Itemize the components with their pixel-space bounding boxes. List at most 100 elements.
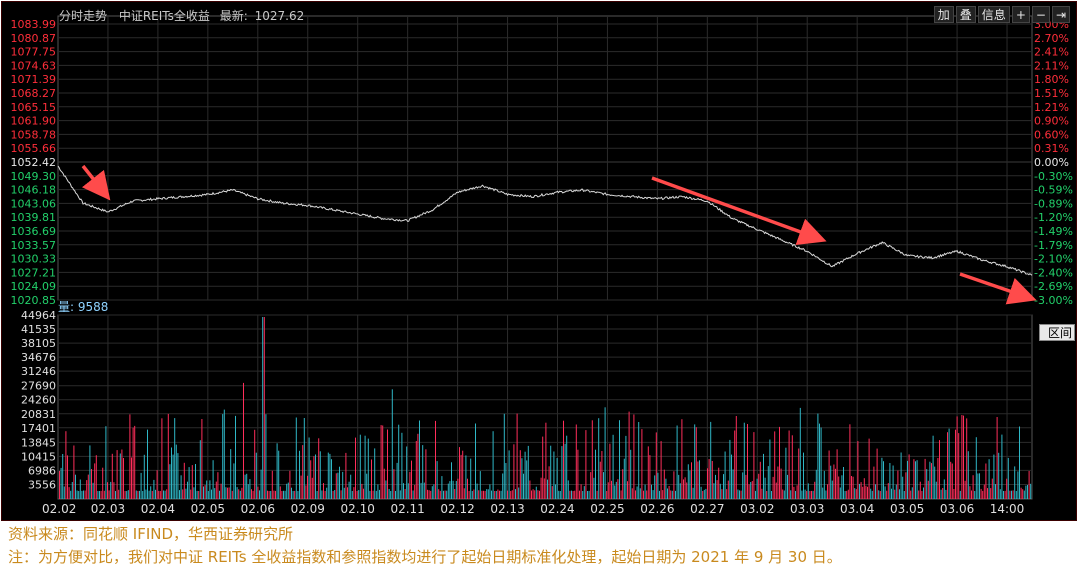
volume-bar xyxy=(103,490,105,499)
volume-bar xyxy=(903,491,905,499)
volume-bar xyxy=(548,466,550,499)
volume-bar xyxy=(1025,485,1027,499)
volume-bar xyxy=(955,429,956,499)
volume-bar xyxy=(329,453,331,499)
volume-bar xyxy=(785,447,787,499)
range-button[interactable]: 区间 xyxy=(1039,324,1075,341)
zoom-in-button[interactable]: + xyxy=(1011,6,1030,23)
volume-bar xyxy=(852,476,854,499)
volume-bar xyxy=(457,478,459,499)
volume-bar xyxy=(87,474,89,499)
volume-bar xyxy=(399,490,401,499)
date-tick-label: 03.04 xyxy=(840,502,874,516)
volume-bar xyxy=(876,448,878,499)
volume-bar xyxy=(655,432,657,499)
volume-bar xyxy=(393,469,395,499)
overlay-button[interactable]: 叠 xyxy=(955,6,976,23)
volume-bar xyxy=(521,458,523,499)
volume-bar xyxy=(174,418,176,499)
volume-bar xyxy=(494,491,496,499)
volume-bar xyxy=(897,470,899,499)
jump-end-button[interactable]: ⇥ xyxy=(1051,6,1070,23)
volume-bars xyxy=(59,317,1032,499)
volume-bar xyxy=(996,417,998,499)
volume-bar xyxy=(422,445,424,499)
volume-bar xyxy=(811,490,812,499)
volume-bar xyxy=(446,490,448,499)
volume-bar xyxy=(743,422,745,499)
volume-bar xyxy=(545,422,547,499)
volume-bar xyxy=(486,489,488,499)
volume-bar xyxy=(449,481,451,499)
volume-bar xyxy=(899,489,900,499)
volume-bar xyxy=(948,428,950,499)
volume-bar xyxy=(387,429,388,499)
volume-bar xyxy=(814,481,816,499)
volume-bar xyxy=(526,460,528,499)
volume-bar xyxy=(263,317,265,499)
volume-bar xyxy=(390,491,392,499)
volume-bar xyxy=(343,487,345,499)
tab-label[interactable]: 分时走势 xyxy=(59,9,108,23)
volume-bar xyxy=(108,490,110,499)
volume-bar xyxy=(207,491,209,499)
volume-bar xyxy=(779,426,780,499)
volume-bar xyxy=(209,480,211,499)
volume-bar xyxy=(750,482,752,499)
volume-bar xyxy=(647,446,649,499)
volume-bar xyxy=(356,491,358,499)
volume-bar xyxy=(695,427,697,499)
volume-bar xyxy=(555,484,556,499)
volume-bar xyxy=(884,486,886,499)
volume-bar xyxy=(902,476,904,499)
info-button[interactable]: 信息 xyxy=(977,6,1010,23)
volume-bar xyxy=(599,461,601,499)
volume-bar xyxy=(436,461,438,499)
volume-bar xyxy=(822,487,824,499)
volume-bar xyxy=(115,491,116,499)
volume-bar xyxy=(323,483,324,499)
volume-bar xyxy=(892,465,894,499)
volume-bar xyxy=(777,466,779,499)
volume-bar xyxy=(740,490,742,499)
volume-bar xyxy=(423,482,425,499)
volume-bar xyxy=(953,489,955,499)
volume-bar xyxy=(135,490,137,499)
volume-bar xyxy=(385,480,387,499)
price-tick-label: 1065.15 xyxy=(11,101,57,114)
volume-bar xyxy=(215,481,217,499)
percent-tick-label: -2.40% xyxy=(1034,266,1073,279)
volume-bar xyxy=(598,418,600,499)
volume-bar xyxy=(462,450,464,499)
percent-tick-label: 2.70% xyxy=(1034,32,1069,45)
volume-bar xyxy=(510,491,512,499)
volume-bar xyxy=(575,424,577,499)
grid-layer xyxy=(57,15,1033,500)
zoom-out-button[interactable]: − xyxy=(1031,6,1050,23)
volume-bar xyxy=(452,480,454,499)
volume-bar xyxy=(302,445,304,499)
volume-bar xyxy=(132,427,134,499)
volume-bar xyxy=(830,465,832,499)
volume-bar xyxy=(636,486,638,499)
volume-bar xyxy=(425,449,427,499)
volume-bar xyxy=(999,489,1001,499)
volume-bar xyxy=(623,458,625,499)
volume-tick-label: 3556 xyxy=(28,478,56,491)
volume-bar xyxy=(523,473,524,499)
volume-bar xyxy=(499,490,500,499)
volume-bar xyxy=(628,411,630,499)
volume-bar xyxy=(542,436,544,499)
volume-bar xyxy=(505,463,507,499)
volume-bar xyxy=(303,418,305,499)
volume-bar xyxy=(321,490,323,499)
volume-bar xyxy=(185,488,187,499)
volume-bar xyxy=(279,486,281,499)
volume-bar xyxy=(572,491,574,499)
volume-bar xyxy=(142,491,144,499)
volume-bar xyxy=(191,465,193,499)
add-button[interactable]: 加 xyxy=(933,6,954,23)
percent-tick-label: 1.21% xyxy=(1034,101,1069,114)
volume-bar xyxy=(748,484,750,499)
volume-bar xyxy=(987,488,988,499)
